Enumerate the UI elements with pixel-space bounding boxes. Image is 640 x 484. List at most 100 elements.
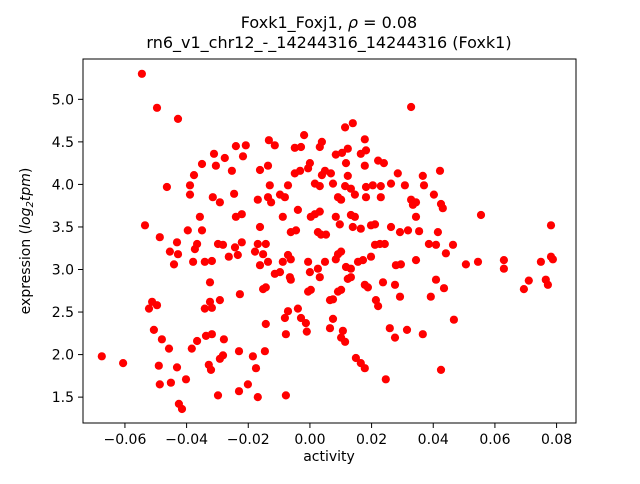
data-point: [346, 184, 355, 193]
data-point: [366, 252, 376, 261]
data-point: [218, 351, 228, 360]
data-point: [315, 142, 324, 152]
data-point: [341, 123, 350, 132]
data-point: [290, 143, 299, 152]
data-point: [331, 150, 340, 159]
data-point: [193, 336, 202, 346]
data-point: [172, 238, 182, 247]
data-point: [337, 285, 346, 294]
data-point: [253, 393, 262, 402]
data-point: [400, 181, 409, 190]
data-point: [183, 226, 192, 235]
data-point: [253, 195, 262, 204]
title-correlation-value: = 0.08: [358, 13, 417, 32]
data-point: [270, 269, 279, 278]
data-point: [431, 240, 441, 249]
data-point: [207, 330, 216, 339]
y-tick-label: 4.5: [52, 135, 74, 151]
data-point: [152, 301, 162, 310]
x-tick-label: 0.02: [356, 432, 387, 448]
data-point: [263, 257, 273, 266]
data-point: [283, 181, 293, 190]
data-point: [341, 337, 350, 346]
data-point: [280, 193, 289, 202]
data-point: [476, 210, 486, 220]
data-point: [376, 193, 385, 202]
data-point: [325, 324, 335, 333]
data-point: [338, 326, 347, 335]
y-tick-label: 3.0: [52, 263, 74, 279]
data-point: [238, 152, 248, 161]
data-point: [380, 239, 389, 249]
data-point: [335, 220, 344, 229]
data-point: [448, 240, 458, 249]
data-point: [207, 303, 216, 312]
data-point: [197, 159, 207, 169]
data-point: [296, 166, 305, 175]
x-tick-label: −0.06: [103, 432, 146, 448]
data-point: [166, 378, 175, 387]
data-point: [407, 102, 416, 112]
data-point: [426, 292, 435, 301]
figure-title: Foxk1_Foxj1, ρ = 0.08: [241, 13, 417, 33]
data-point: [411, 212, 421, 221]
data-point: [286, 255, 295, 264]
data-point: [165, 247, 174, 256]
data-point: [341, 159, 351, 168]
data-point: [255, 261, 265, 270]
data-point: [331, 212, 340, 221]
data-point: [386, 222, 396, 232]
data-point: [418, 171, 427, 180]
data-point: [154, 361, 163, 370]
data-point: [424, 239, 433, 249]
data-point: [356, 224, 365, 233]
data-point: [235, 290, 244, 299]
data-point: [350, 190, 359, 199]
rho-symbol: ρ: [348, 13, 358, 32]
data-point: [546, 221, 556, 230]
data-point: [315, 207, 324, 216]
data-point: [326, 169, 335, 178]
data-point: [441, 249, 450, 258]
data-point: [358, 256, 368, 265]
data-point: [296, 313, 306, 323]
data-point: [278, 212, 287, 221]
data-point: [351, 353, 360, 363]
data-point: [356, 149, 365, 158]
data-point: [283, 307, 293, 316]
figure-subtitle: rn6_v1_chr12_-_14244316_14244316 (Foxk1): [146, 33, 511, 53]
data-point: [337, 195, 346, 204]
data-point: [390, 280, 400, 289]
data-point: [396, 260, 405, 269]
ylabel-subscript: 2: [25, 201, 36, 207]
plot-frame: [82, 58, 577, 424]
data-point: [185, 181, 195, 190]
data-point: [376, 182, 385, 191]
data-point: [209, 149, 219, 158]
data-point: [234, 387, 244, 396]
data-point: [278, 257, 287, 266]
x-axis-label: activity: [303, 449, 355, 465]
data-point: [363, 283, 372, 292]
data-point: [219, 335, 228, 344]
data-point: [181, 375, 191, 384]
data-point: [281, 391, 290, 400]
data-point: [403, 226, 413, 235]
data-point: [415, 227, 424, 236]
data-point: [370, 220, 380, 229]
data-point: [439, 284, 449, 293]
data-point: [205, 278, 215, 287]
data-point: [213, 391, 223, 400]
data-point: [350, 212, 359, 221]
data-point: [378, 278, 388, 287]
data-point: [144, 304, 154, 313]
ylabel-suffix: ): [18, 168, 34, 173]
data-point: [237, 238, 246, 247]
x-tick-label: 0.00: [294, 432, 325, 448]
ylabel-log: log: [18, 207, 34, 228]
data-point: [436, 365, 446, 374]
data-point: [241, 141, 250, 150]
data-point: [385, 324, 394, 333]
